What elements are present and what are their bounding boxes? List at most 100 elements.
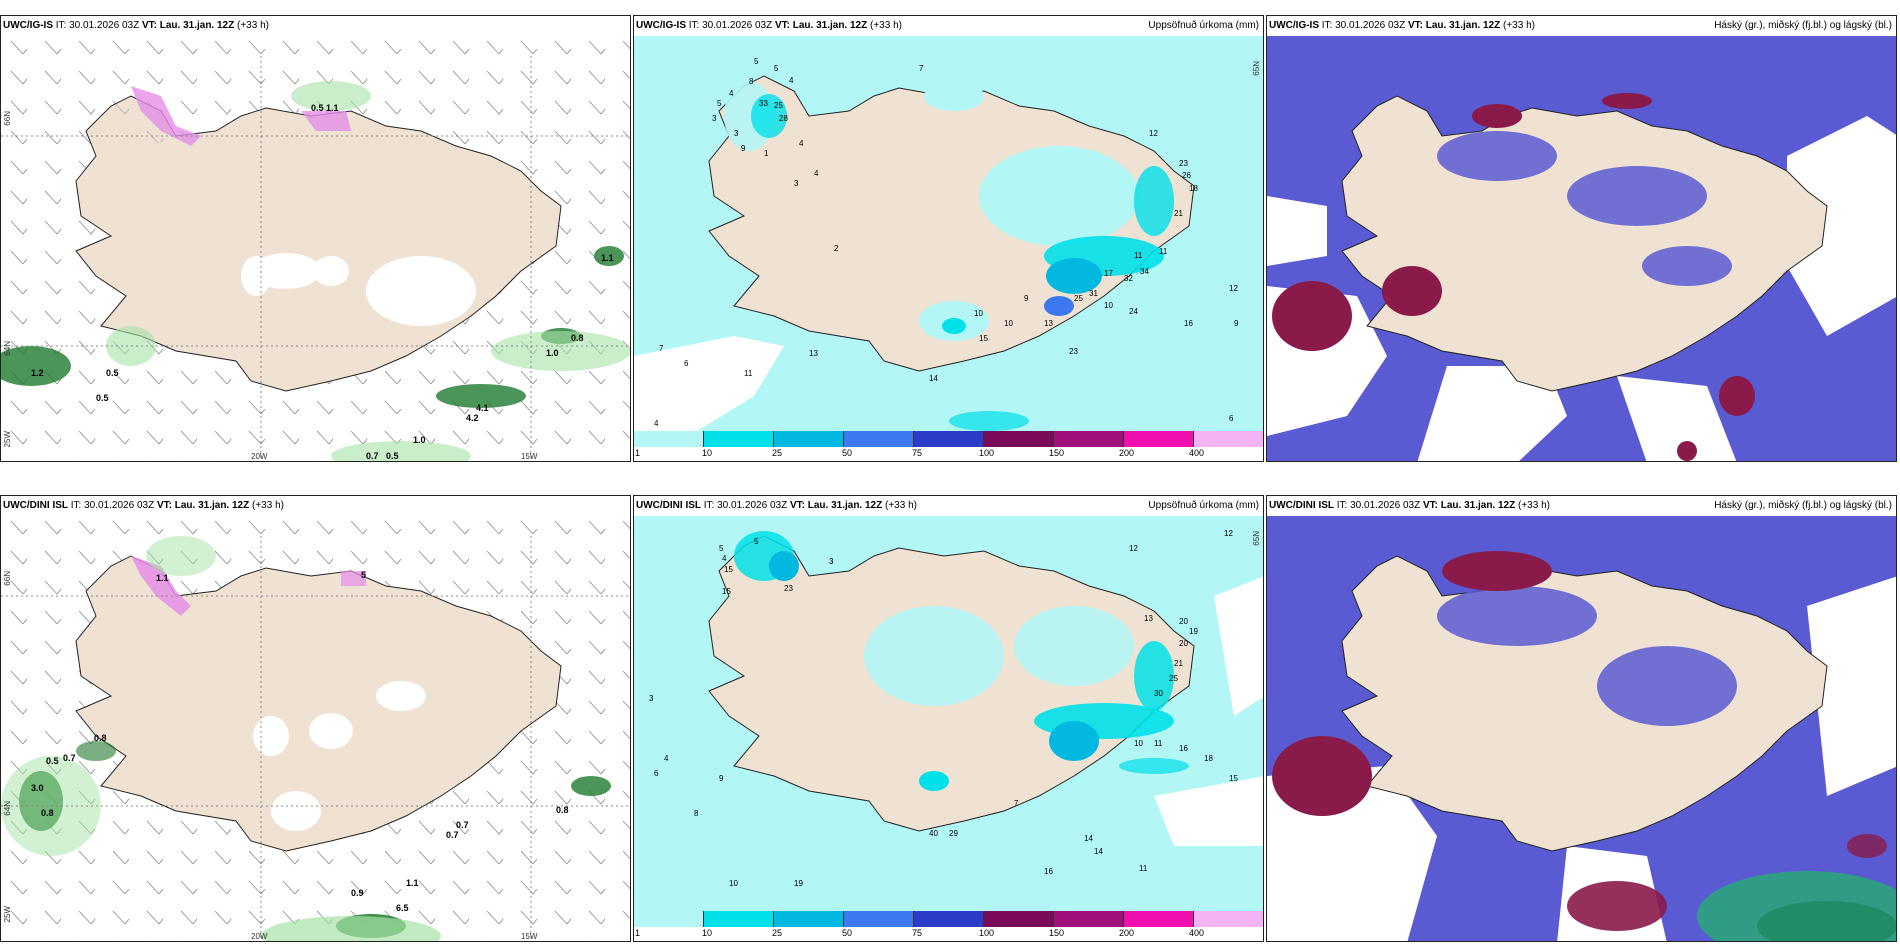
colorbar-segment (844, 911, 914, 927)
lon-label: 20W (251, 452, 268, 461)
colorbar-tick: 100 (979, 448, 995, 458)
vt-time: Lau. 31.jan. 12Z (1425, 20, 1501, 31)
panel-header: UWC/DINI ISL IT: 30.01.2026 03Z VT: Lau.… (634, 496, 1263, 516)
colorbar-tick: 400 (1189, 448, 1205, 458)
wind-panel-bottom: UWC/DINI ISL IT: 30.01.2026 03Z VT: Lau.… (0, 495, 631, 942)
wind-value: 6.5 (396, 903, 409, 913)
lead-time: (+33 h) (237, 20, 269, 31)
iceland-landmass (75, 555, 562, 852)
precip-value: 2 (834, 244, 839, 253)
lon-label: 15W (521, 932, 538, 941)
colorbar-tick: 25 (772, 928, 783, 938)
precip-value: 4 (799, 139, 804, 148)
lon-label: 25W (3, 906, 12, 923)
colorbar-segment (634, 911, 704, 927)
precip-value: 3 (712, 114, 717, 123)
lead-time: (+33 h) (1518, 500, 1550, 511)
colorbar-tick: 50 (842, 928, 853, 938)
colorbar-tick: 200 (1119, 448, 1135, 458)
precip-value: 14 (929, 374, 938, 383)
precip-value: 20 (1179, 639, 1188, 648)
colorbar-segment (1054, 431, 1124, 447)
cloud-map[interactable] (1267, 36, 1896, 461)
precip-value: 6 (654, 769, 659, 778)
precip-value: 1 (764, 149, 769, 158)
precip-value: 4 (789, 76, 794, 85)
panel-header: UWC/DINI ISL IT: 30.01.2026 03Z VT: Lau.… (1, 496, 630, 516)
precip-map[interactable]: 5 4 15 15 23 5 3 12 13 20 19 20 21 25 30… (634, 516, 1263, 913)
vt-label: VT: (156, 500, 172, 511)
it-time: 30.01.2026 03Z (1335, 20, 1406, 31)
precip-value: 9 (1234, 319, 1239, 328)
colorbar-segment (844, 431, 914, 447)
vt-time: Lau. 31.jan. 12Z (159, 20, 235, 31)
precip-value: 11 (744, 369, 753, 378)
colorbar-tick: 10 (702, 928, 713, 938)
vt-time: Lau. 31.jan. 12Z (807, 500, 883, 511)
wind-value: 0.7 (456, 820, 469, 830)
precip-value: 25 (774, 101, 783, 110)
panel-header: UWC/IG-IS IT: 30.01.2026 03Z VT: Lau. 31… (1, 16, 630, 36)
wind-value: 5 (361, 570, 366, 580)
vt-label: VT: (774, 20, 790, 31)
colorbar-tick: 25 (772, 448, 783, 458)
lead-time: (+33 h) (1503, 20, 1535, 31)
precip-value: 20 (1179, 617, 1188, 626)
it-time: 30.01.2026 03Z (702, 20, 773, 31)
precip-value: 18 (1204, 754, 1213, 763)
precip-value: 14 (1084, 834, 1093, 843)
precip-value: 10 (729, 879, 738, 888)
precip-panel-bottom: UWC/DINI ISL IT: 30.01.2026 03Z VT: Lau.… (633, 495, 1264, 942)
precip-value: 3 (829, 557, 834, 566)
colorbar-tick: 75 (912, 928, 923, 938)
wind-value: 0.8 (556, 805, 569, 815)
wind-value: 1.1 (406, 878, 419, 888)
panel-title: Háský (gr.), miðský (fj.bl.) og lágský (… (1714, 20, 1892, 31)
precip-value: 32 (1124, 274, 1133, 283)
colorbar-segment (704, 911, 774, 927)
wind-map-svg: 1.1 5 0.8 0.5 0.7 3.0 0.8 0.8 0.7 0.7 0.… (1, 516, 630, 941)
precip-value: 10 (1004, 319, 1013, 328)
precip-value: 23 (1069, 347, 1078, 356)
precip-value: 9 (719, 774, 724, 783)
wind-map[interactable]: 0.5 1.1 1.2 0.5 0.5 1.0 0.8 1.1 4.1 4.2 … (1, 36, 630, 461)
model-name: UWC/IG-IS (1269, 20, 1319, 31)
vt-label: VT: (1407, 20, 1423, 31)
colorbar-tick: 200 (1119, 928, 1135, 938)
precip-value: 25 (1074, 294, 1083, 303)
colorbar-segment (914, 431, 984, 447)
cloud-panel-bottom: UWC/DINI ISL IT: 30.01.2026 03Z VT: Lau.… (1266, 495, 1897, 942)
wind-value: 0.5 (311, 103, 324, 113)
vt-time: Lau. 31.jan. 12Z (792, 20, 868, 31)
it-time: 30.01.2026 03Z (69, 20, 140, 31)
panel-title: Uppsöfnuð úrkoma (mm) (1148, 20, 1259, 31)
panel-header: UWC/IG-IS IT: 30.01.2026 03Z VT: Lau. 31… (1267, 16, 1896, 36)
panel-header: UWC/DINI ISL IT: 30.01.2026 03Z VT: Lau.… (1267, 496, 1896, 516)
precip-value: 18 (1189, 184, 1198, 193)
precip-value: 3 (794, 179, 799, 188)
it-label: IT: (1336, 500, 1348, 511)
model-name: UWC/DINI ISL (3, 500, 68, 511)
precip-value: 25 (1169, 674, 1178, 683)
wind-value: 0.9 (351, 888, 364, 898)
it-label: IT: (1321, 20, 1333, 31)
wind-map[interactable]: 1.1 5 0.8 0.5 0.7 3.0 0.8 0.8 0.7 0.7 0.… (1, 516, 630, 941)
colorbar-segment (984, 431, 1054, 447)
precip-value: 5 (754, 537, 759, 546)
wind-value: 1.2 (31, 368, 44, 378)
precip-value: 16 (1179, 744, 1188, 753)
wind-value: 0.7 (366, 451, 379, 461)
precip-value: 10 (1104, 301, 1113, 310)
cloud-map[interactable] (1267, 516, 1896, 941)
it-time: 30.01.2026 03Z (1350, 500, 1421, 511)
lon-label: 25W (3, 431, 12, 448)
precip-value: 4 (654, 419, 659, 428)
precip-map[interactable]: 5 3 4 5 5 8 4 3 9 33 25 28 4 1 3 4 2 7 1… (634, 36, 1263, 433)
precip-value: 33 (759, 99, 768, 108)
precip-value: 12 (1224, 529, 1233, 538)
it-label: IT: (703, 500, 715, 511)
wind-value: 0.5 (96, 393, 109, 403)
wind-value: 0.8 (41, 808, 54, 818)
panel-header: UWC/IG-IS IT: 30.01.2026 03Z VT: Lau. 31… (634, 16, 1263, 36)
precip-value: 15 (724, 565, 733, 574)
